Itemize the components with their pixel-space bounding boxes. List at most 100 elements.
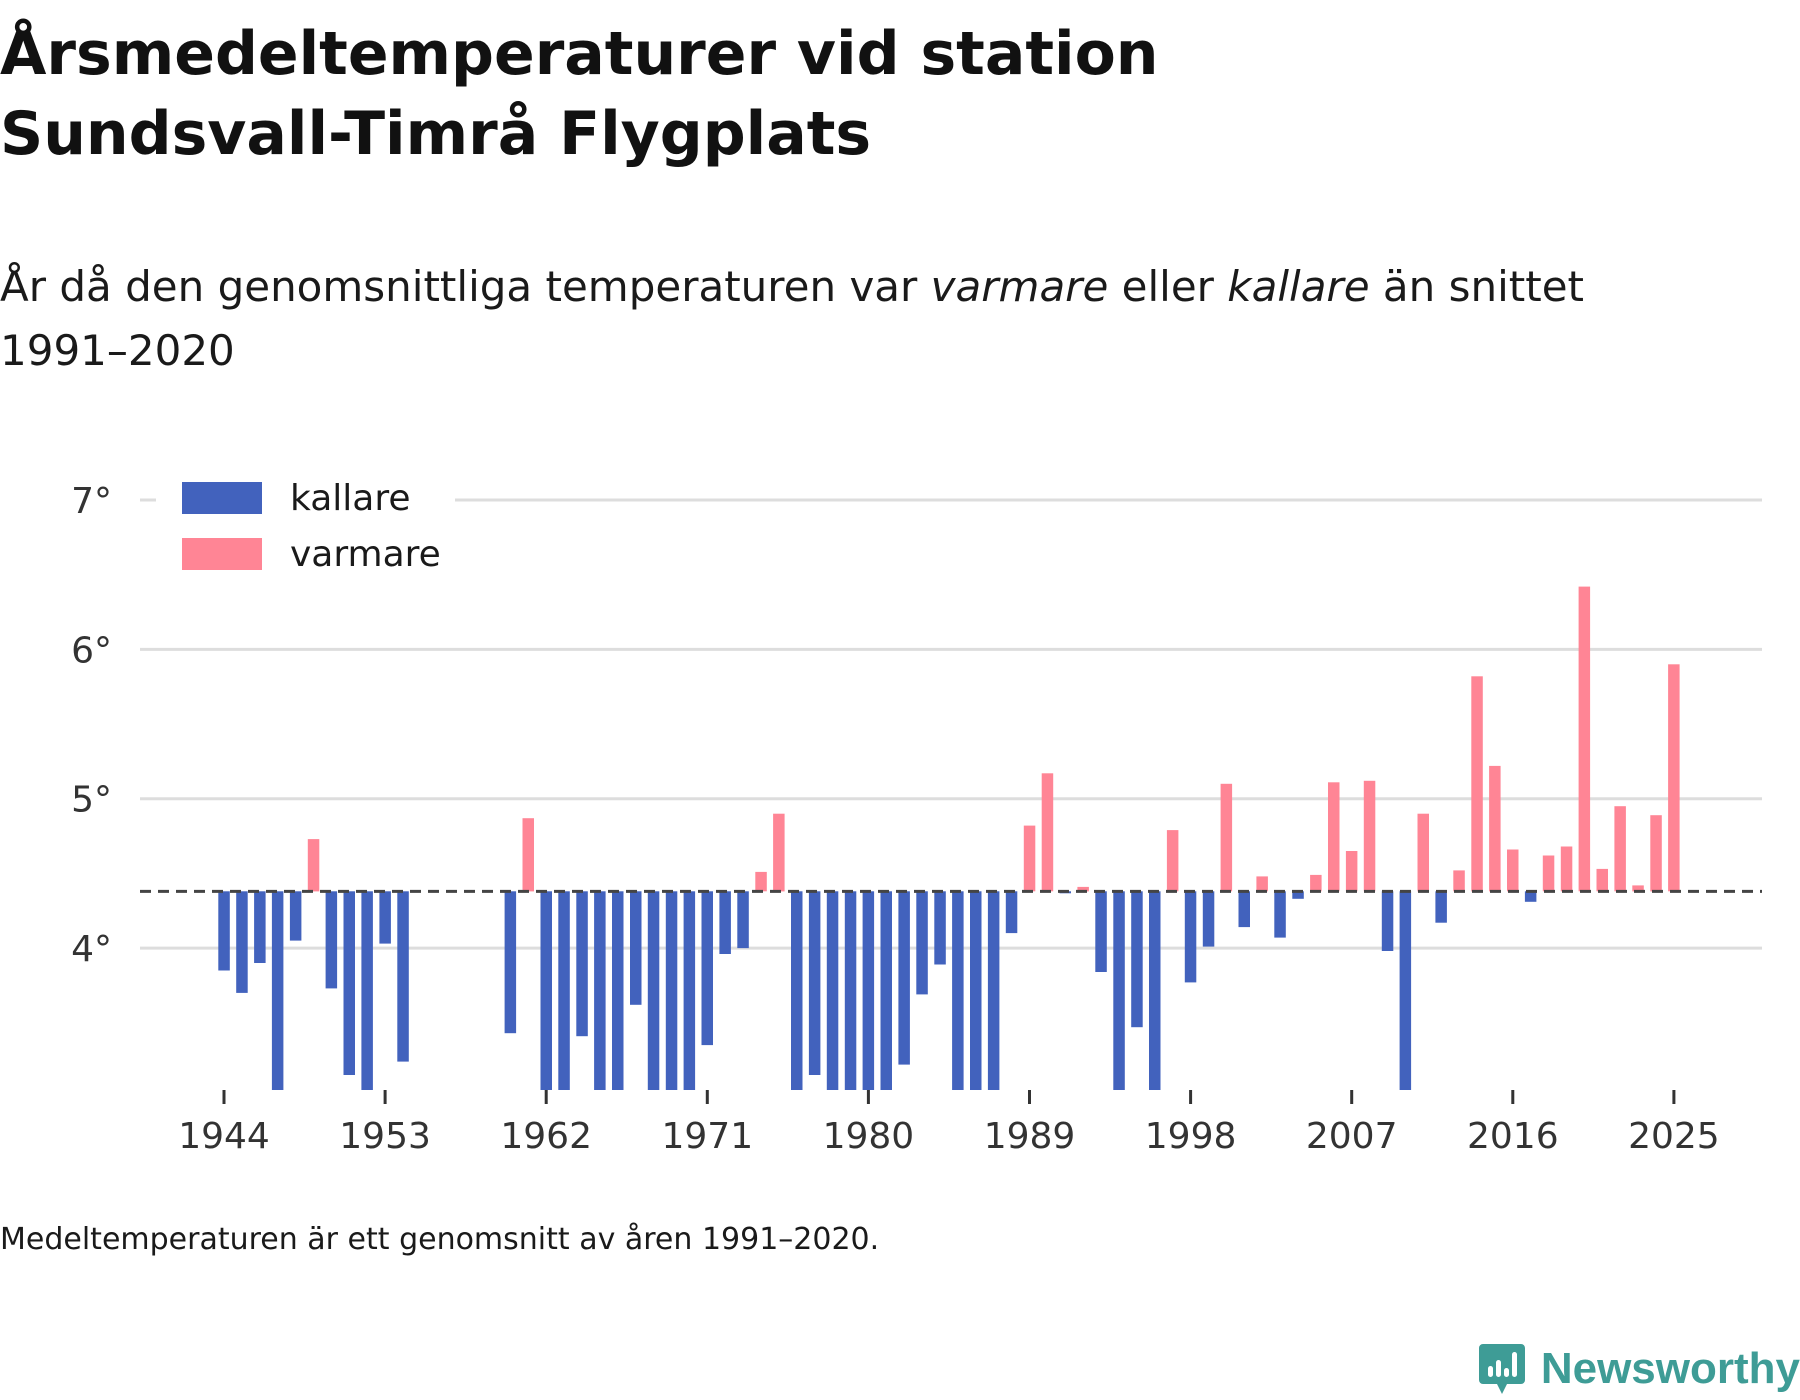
legend: kallare varmare (182, 478, 441, 575)
bar-2023 (1632, 885, 1644, 892)
bar-1967 (630, 891, 642, 1005)
y-tick-label-6: 6° (71, 630, 112, 671)
bar-1996 (1149, 891, 1161, 1090)
bar-1965 (594, 891, 606, 1090)
bar-1968 (647, 891, 660, 1090)
x-tick-label-2016: 2016 (1467, 1116, 1559, 1157)
x-tick-label-1998: 1998 (1145, 1116, 1237, 1157)
bar-1975 (773, 813, 785, 892)
bar-1989 (1023, 825, 1036, 892)
bar-1966 (612, 891, 624, 1090)
bar-2016 (1507, 849, 1519, 892)
bar-1982 (898, 891, 910, 1065)
bar-2005 (1310, 874, 1322, 892)
bar-1947 (271, 891, 284, 1090)
bar-1960 (504, 891, 517, 1034)
bar-2025 (1668, 664, 1680, 892)
newsworthy-logo-icon (1478, 1344, 1525, 1394)
y-tick-label-7: 7° (71, 481, 112, 522)
bar-2020 (1578, 586, 1591, 892)
title-line-2: Sundsvall-Timrå Flygplats (0, 99, 872, 169)
legend-label-cold: kallare (290, 478, 411, 519)
bar-1988 (1005, 891, 1018, 934)
bar-1945 (236, 891, 248, 993)
bar-2011 (1417, 813, 1429, 892)
bar-1953 (379, 891, 391, 944)
subtitle-part-1: År då den genomsnittliga temperaturen va… (0, 262, 931, 311)
bar-1997 (1166, 830, 1179, 892)
y-tick-label-4: 4° (71, 929, 112, 970)
bar-2003 (1274, 891, 1286, 938)
subtitle-warm-word: varmare (930, 262, 1109, 311)
brand-name: Newsworthy (1540, 1344, 1800, 1393)
x-tick-label-1971: 1971 (661, 1116, 753, 1157)
bar-1979 (844, 891, 857, 1090)
bar-1980 (862, 891, 875, 1090)
title-line-1: Årsmedeltemperaturer vid station (0, 19, 1159, 89)
bar-1950 (325, 891, 338, 989)
bar-1972 (719, 891, 731, 954)
bar-1998 (1184, 891, 1197, 983)
bar-2022 (1614, 806, 1626, 892)
bar-2006 (1328, 782, 1340, 892)
bar-1954 (397, 891, 409, 1062)
bar-2007 (1345, 851, 1358, 892)
bar-2002 (1256, 876, 1268, 892)
bar-1994 (1113, 891, 1125, 1090)
bar-2004 (1292, 891, 1304, 899)
bar-1981 (880, 891, 892, 1090)
legend-swatch-warm (182, 538, 262, 570)
bar-1963 (558, 891, 570, 1090)
bar-2017 (1524, 891, 1537, 902)
bar-1977 (808, 891, 821, 1075)
bar-1944 (218, 891, 230, 971)
bar-1992 (1077, 886, 1089, 892)
x-tick-label-2025: 2025 (1628, 1116, 1720, 1157)
bar-2015 (1489, 765, 1501, 892)
subtitle-part-3: än snittet (1369, 262, 1585, 311)
bar-2014 (1471, 676, 1483, 892)
bar-2009 (1381, 891, 1394, 951)
y-tick-label-5: 5° (71, 780, 112, 821)
bar-2019 (1560, 846, 1573, 892)
bar-1946 (254, 891, 266, 963)
bar-2013 (1453, 870, 1465, 892)
temperature-bar-chart: 4° 5° 6° 7° 1944 1953 1962 1971 1980 1989 1998 2007… (71, 478, 1762, 1157)
legend-swatch-cold (182, 482, 262, 514)
bar-1984 (934, 891, 946, 965)
bar-2001 (1238, 891, 1250, 928)
bar-1987 (987, 891, 1000, 1090)
bar-1964 (576, 891, 588, 1037)
chart-subtitle: År då den genomsnittliga temperaturen va… (0, 255, 1720, 383)
x-tick-label-1962: 1962 (500, 1116, 592, 1157)
axes: 4° 5° 6° 7° 1944 1953 1962 1971 1980 1989 1998 2007… (71, 481, 1720, 1157)
bar-1986 (970, 891, 982, 1090)
bar-1993 (1095, 891, 1107, 972)
x-tick-label-2007: 2007 (1306, 1116, 1398, 1157)
bar-2021 (1596, 868, 1608, 892)
x-tick-label-1944: 1944 (178, 1116, 270, 1157)
subtitle-cold-word: kallare (1227, 262, 1370, 311)
bar-1995 (1131, 891, 1143, 1028)
subtitle-part-2: eller (1108, 262, 1228, 311)
bar-2012 (1435, 891, 1447, 923)
x-tick-label-1980: 1980 (823, 1116, 915, 1157)
bar-1999 (1202, 891, 1215, 947)
bar-1990 (1041, 773, 1054, 892)
bar-1976 (791, 891, 803, 1090)
bar-1969 (665, 891, 678, 1090)
chart-title: Årsmedeltemperaturer vid station Sundsva… (0, 14, 1700, 174)
footnote: Medeltemperaturen är ett genomsnitt av å… (0, 1222, 880, 1257)
bar-1974 (755, 871, 767, 892)
bar-1948 (289, 891, 302, 941)
bar-1970 (683, 891, 696, 1090)
bar-1985 (952, 891, 964, 1090)
bar-2024 (1650, 815, 1662, 892)
bar-2010 (1399, 891, 1412, 1090)
bar-2008 (1363, 780, 1376, 892)
bar-1983 (916, 891, 928, 995)
bar-1961 (522, 818, 534, 892)
bar-2000 (1220, 783, 1233, 892)
x-tick-label-1989: 1989 (984, 1116, 1076, 1157)
bar-1962 (540, 891, 552, 1090)
